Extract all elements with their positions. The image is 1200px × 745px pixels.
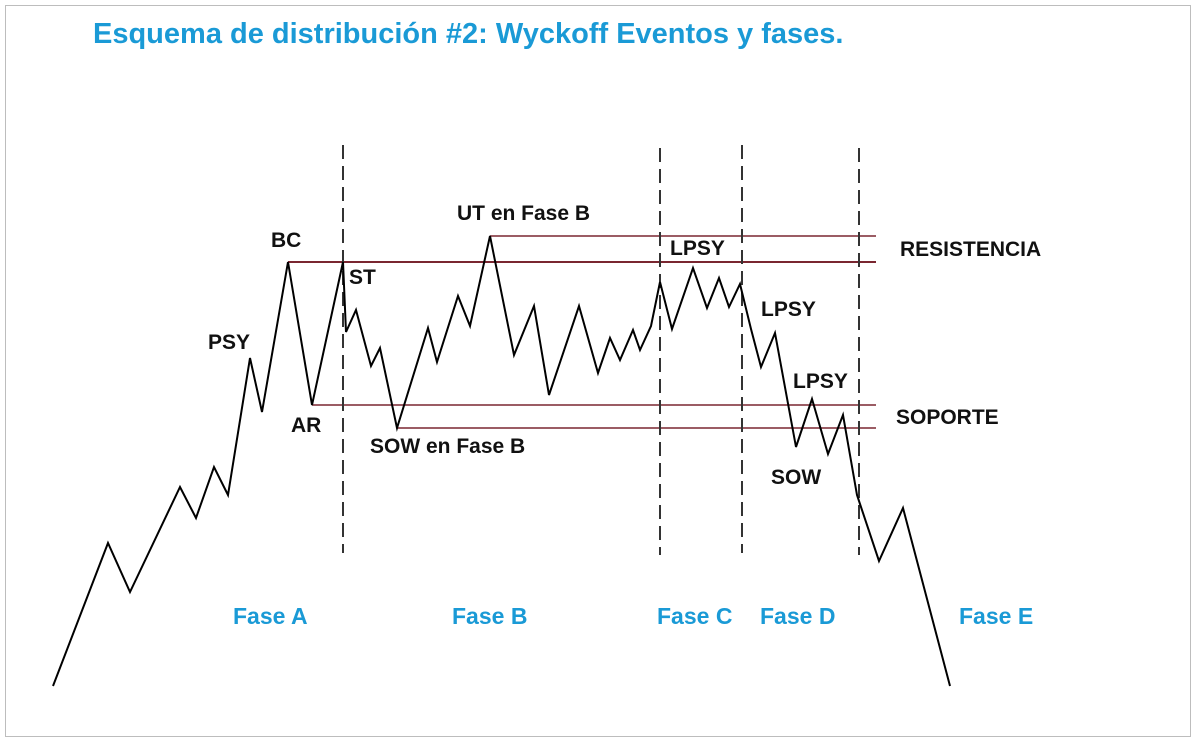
price-path: [52, 235, 951, 687]
label-bc: BC: [271, 229, 302, 252]
phase-label-b: Fase B: [452, 603, 528, 629]
label-lpsy-d2: LPSY: [793, 370, 848, 393]
phase-label-d: Fase D: [760, 603, 836, 629]
label-ar: AR: [291, 414, 322, 437]
label-st: ST: [349, 266, 376, 289]
label-sow: SOW: [771, 466, 822, 489]
phase-label-a: Fase A: [233, 603, 308, 629]
phase-label-c: Fase C: [657, 603, 733, 629]
phase-label-e: Fase E: [959, 603, 1034, 629]
label-psy: PSY: [208, 331, 251, 354]
diagram-title: Esquema de distribución #2: Wyckoff Even…: [93, 18, 844, 50]
label-lpsy-c: LPSY: [670, 237, 725, 260]
label-support: SOPORTE: [896, 406, 999, 429]
label-sow-phase-b: SOW en Fase B: [370, 435, 526, 458]
label-ut: UT en Fase B: [457, 202, 591, 225]
label-lpsy-d1: LPSY: [761, 298, 816, 321]
label-resistance: RESISTENCIA: [900, 238, 1042, 261]
